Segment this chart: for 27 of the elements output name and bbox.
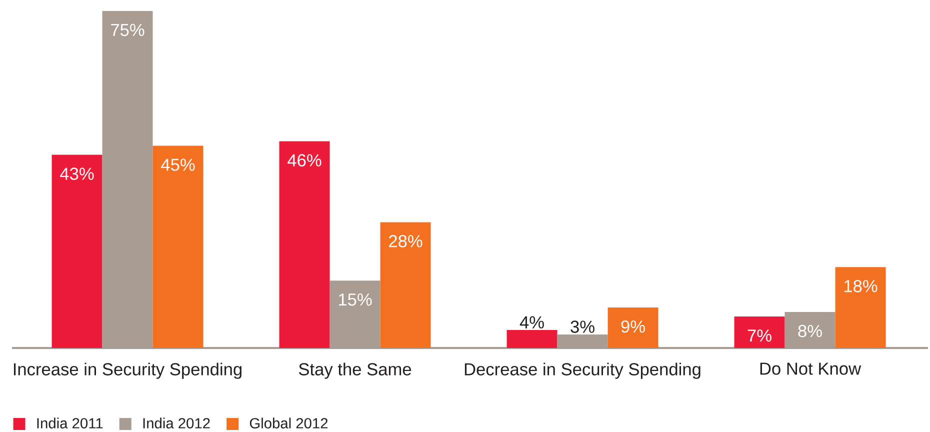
data-label: 4%: [520, 316, 544, 328]
data-label: 46%: [288, 154, 322, 166]
x-tick-label: Do Not Know: [760, 362, 862, 375]
bar: [608, 308, 658, 348]
data-label: 43%: [60, 168, 94, 180]
x-tick-label: Decrease in Security Spending: [464, 362, 700, 379]
legend-label: Global 2012: [250, 418, 328, 428]
bar: [152, 146, 204, 348]
data-label: 75%: [111, 24, 144, 36]
bar: [835, 267, 886, 348]
data-label: 7%: [748, 329, 772, 342]
legend-label: India 2011: [37, 418, 103, 428]
x-tick-label: Stay the Same: [298, 362, 412, 379]
data-label: 28%: [389, 235, 422, 248]
data-label: 3%: [570, 320, 594, 333]
bar: [734, 316, 785, 348]
bar: [380, 222, 431, 348]
data-label: 45%: [161, 158, 195, 171]
bar: [279, 141, 330, 348]
data-label: 18%: [844, 280, 878, 292]
data-label: 8%: [798, 324, 822, 338]
x-tick-label: Increase in Security Spending: [14, 362, 242, 379]
bar: [506, 330, 558, 348]
data-label: 15%: [338, 294, 372, 306]
bar: [52, 154, 102, 348]
legend-label: India 2012: [143, 418, 210, 428]
data-label: 9%: [621, 320, 645, 333]
